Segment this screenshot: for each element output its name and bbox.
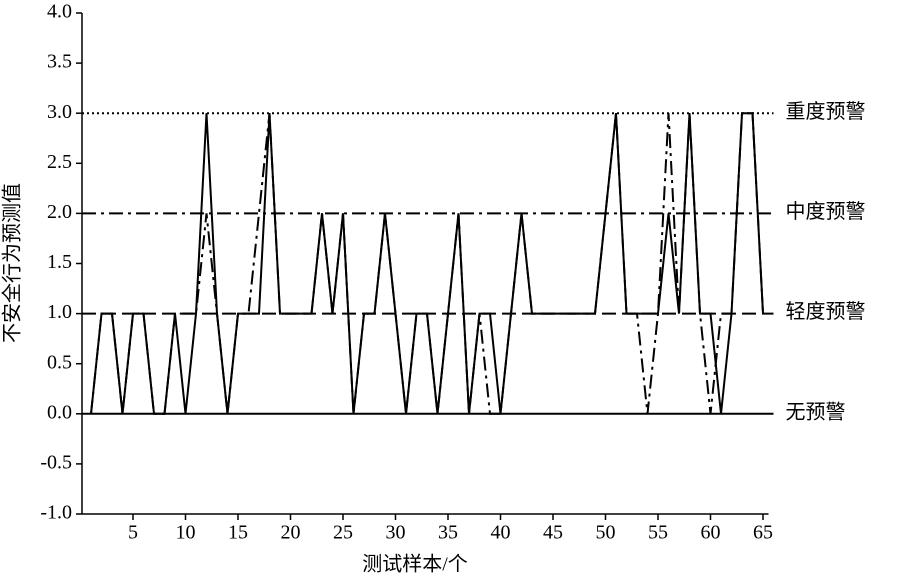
x-tick-label: 30 bbox=[386, 522, 406, 544]
x-tick-label: 60 bbox=[701, 522, 721, 544]
threshold-label: 重度预警 bbox=[786, 100, 866, 123]
y-tick-label: 3.5 bbox=[47, 51, 72, 73]
x-axis-label: 测试样本/个 bbox=[362, 553, 468, 576]
y-tick-label: 3.0 bbox=[47, 101, 72, 123]
x-tick-label: 50 bbox=[596, 522, 616, 544]
threshold-label: 无预警 bbox=[786, 400, 846, 423]
x-tick-label: 15 bbox=[228, 522, 248, 544]
y-tick-label: -0.5 bbox=[40, 451, 72, 473]
y-tick-label: 0.0 bbox=[47, 401, 72, 423]
y-tick-label: 1.0 bbox=[47, 301, 72, 323]
data-line bbox=[90, 112, 764, 415]
y-tick-label: -1.0 bbox=[40, 502, 72, 524]
x-tick-label: 55 bbox=[648, 522, 668, 544]
y-tick-label: 4.0 bbox=[47, 1, 72, 23]
x-tick-label: 40 bbox=[491, 522, 511, 544]
y-tick-label: 2.5 bbox=[47, 151, 72, 173]
x-tick-label: 45 bbox=[543, 522, 563, 544]
y-tick-label: 0.5 bbox=[47, 351, 72, 373]
x-tick-label: 10 bbox=[176, 522, 196, 544]
y-tick-label: 1.5 bbox=[47, 251, 72, 273]
x-tick-label: 65 bbox=[753, 522, 773, 544]
data-line bbox=[90, 112, 764, 415]
threshold-label: 轻度预警 bbox=[786, 300, 866, 323]
x-tick-label: 20 bbox=[281, 522, 301, 544]
y-tick-label: 2.0 bbox=[47, 201, 72, 223]
threshold-label: 中度预警 bbox=[786, 200, 866, 223]
x-tick-label: 5 bbox=[128, 522, 138, 544]
x-tick-label: 35 bbox=[438, 522, 458, 544]
x-tick-label: 25 bbox=[333, 522, 353, 544]
y-axis-label: 不安全行为预测值 bbox=[1, 183, 24, 343]
